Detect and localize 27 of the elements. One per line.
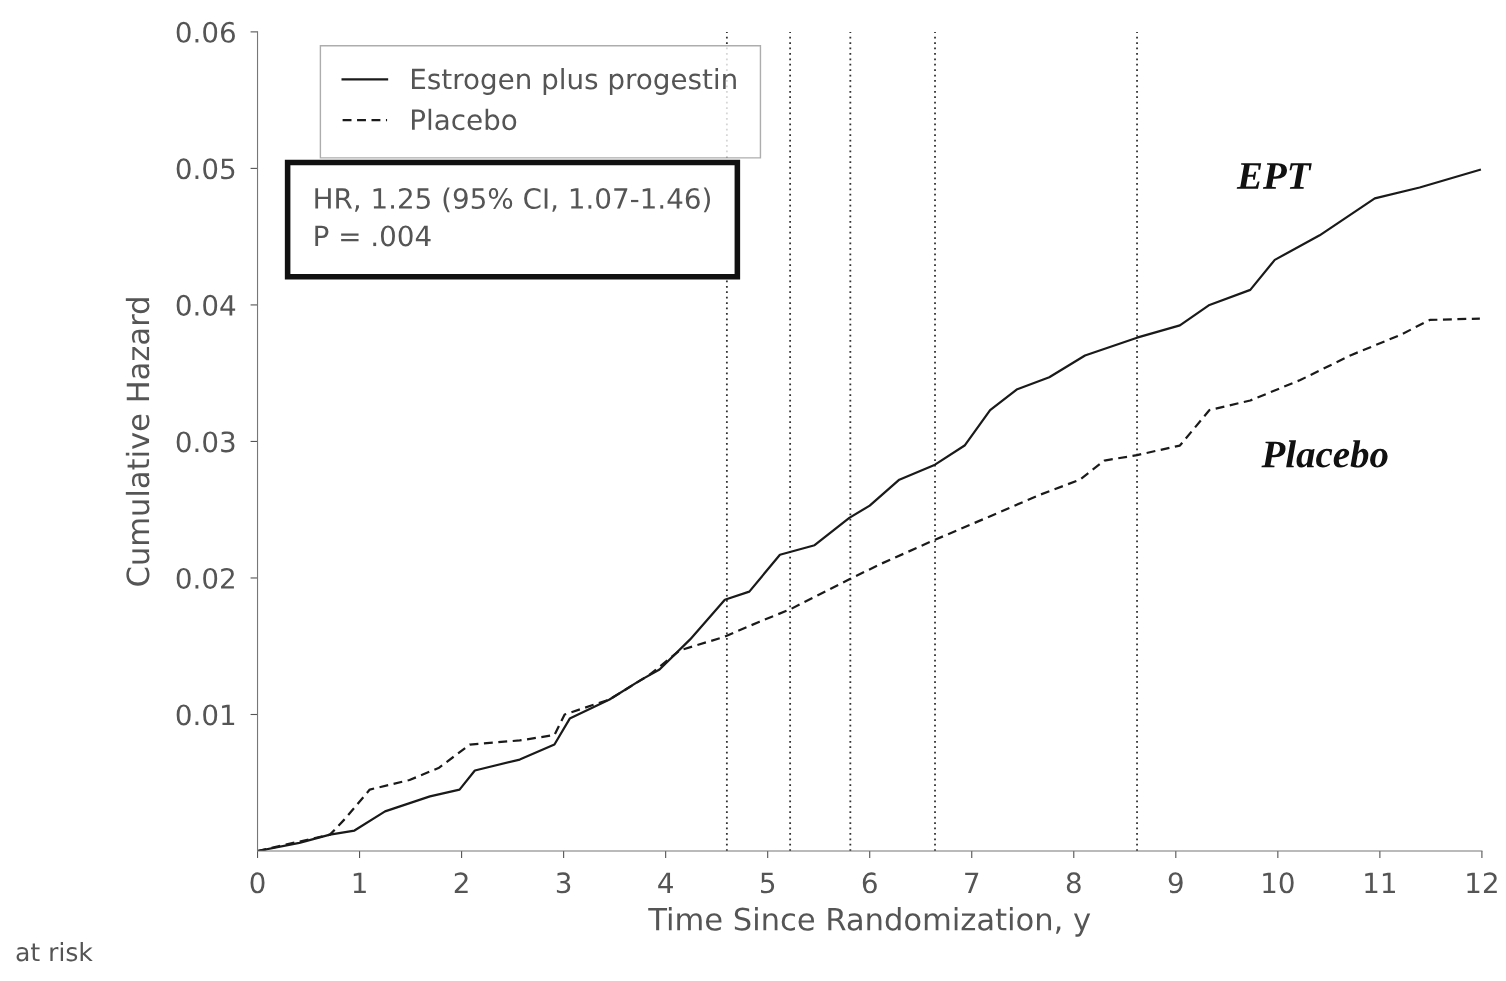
- x-tick-label: 2: [454, 872, 468, 893]
- legend-label: Placebo: [412, 108, 517, 131]
- y-tick-label: 0.01: [176, 704, 235, 726]
- x-tick-label: 12: [1467, 872, 1497, 893]
- x-tick-label: 3: [556, 872, 571, 894]
- legend-label: Estrogen plus progestin: [412, 67, 736, 95]
- y-tick-label: 0.06: [176, 21, 235, 43]
- text: at risk: [16, 942, 93, 962]
- y-tick-label: 0.02: [176, 567, 234, 589]
- annotation: EPT: [1236, 163, 1312, 189]
- x-tick-label: 8: [1066, 872, 1081, 894]
- y-tick-label: 0.05: [176, 158, 235, 180]
- y-tick-label: 0.04: [176, 294, 236, 316]
- x-tick-label: 10: [1263, 872, 1294, 894]
- x-tick-label: 0: [250, 872, 265, 894]
- x-tick-label: 9: [1168, 872, 1183, 894]
- x-tick-label: 6: [862, 872, 877, 894]
- x-tick-label: 1: [353, 872, 366, 893]
- annotation: Placebo: [1261, 440, 1388, 468]
- x-axis-title: Time Since Randomization, y: [648, 907, 1091, 937]
- x-tick-label: 5: [760, 872, 775, 894]
- y-tick-label: 0.03: [176, 431, 235, 453]
- annotation: HR, 1.25 (95% CI, 1.07-1.46) P = .004: [315, 187, 710, 247]
- x-tick-label: 4: [658, 872, 673, 893]
- y-axis-title: Cumulative Hazard: [125, 298, 150, 586]
- x-tick-label: 7: [965, 872, 979, 893]
- x-tick-label: 11: [1365, 872, 1395, 893]
